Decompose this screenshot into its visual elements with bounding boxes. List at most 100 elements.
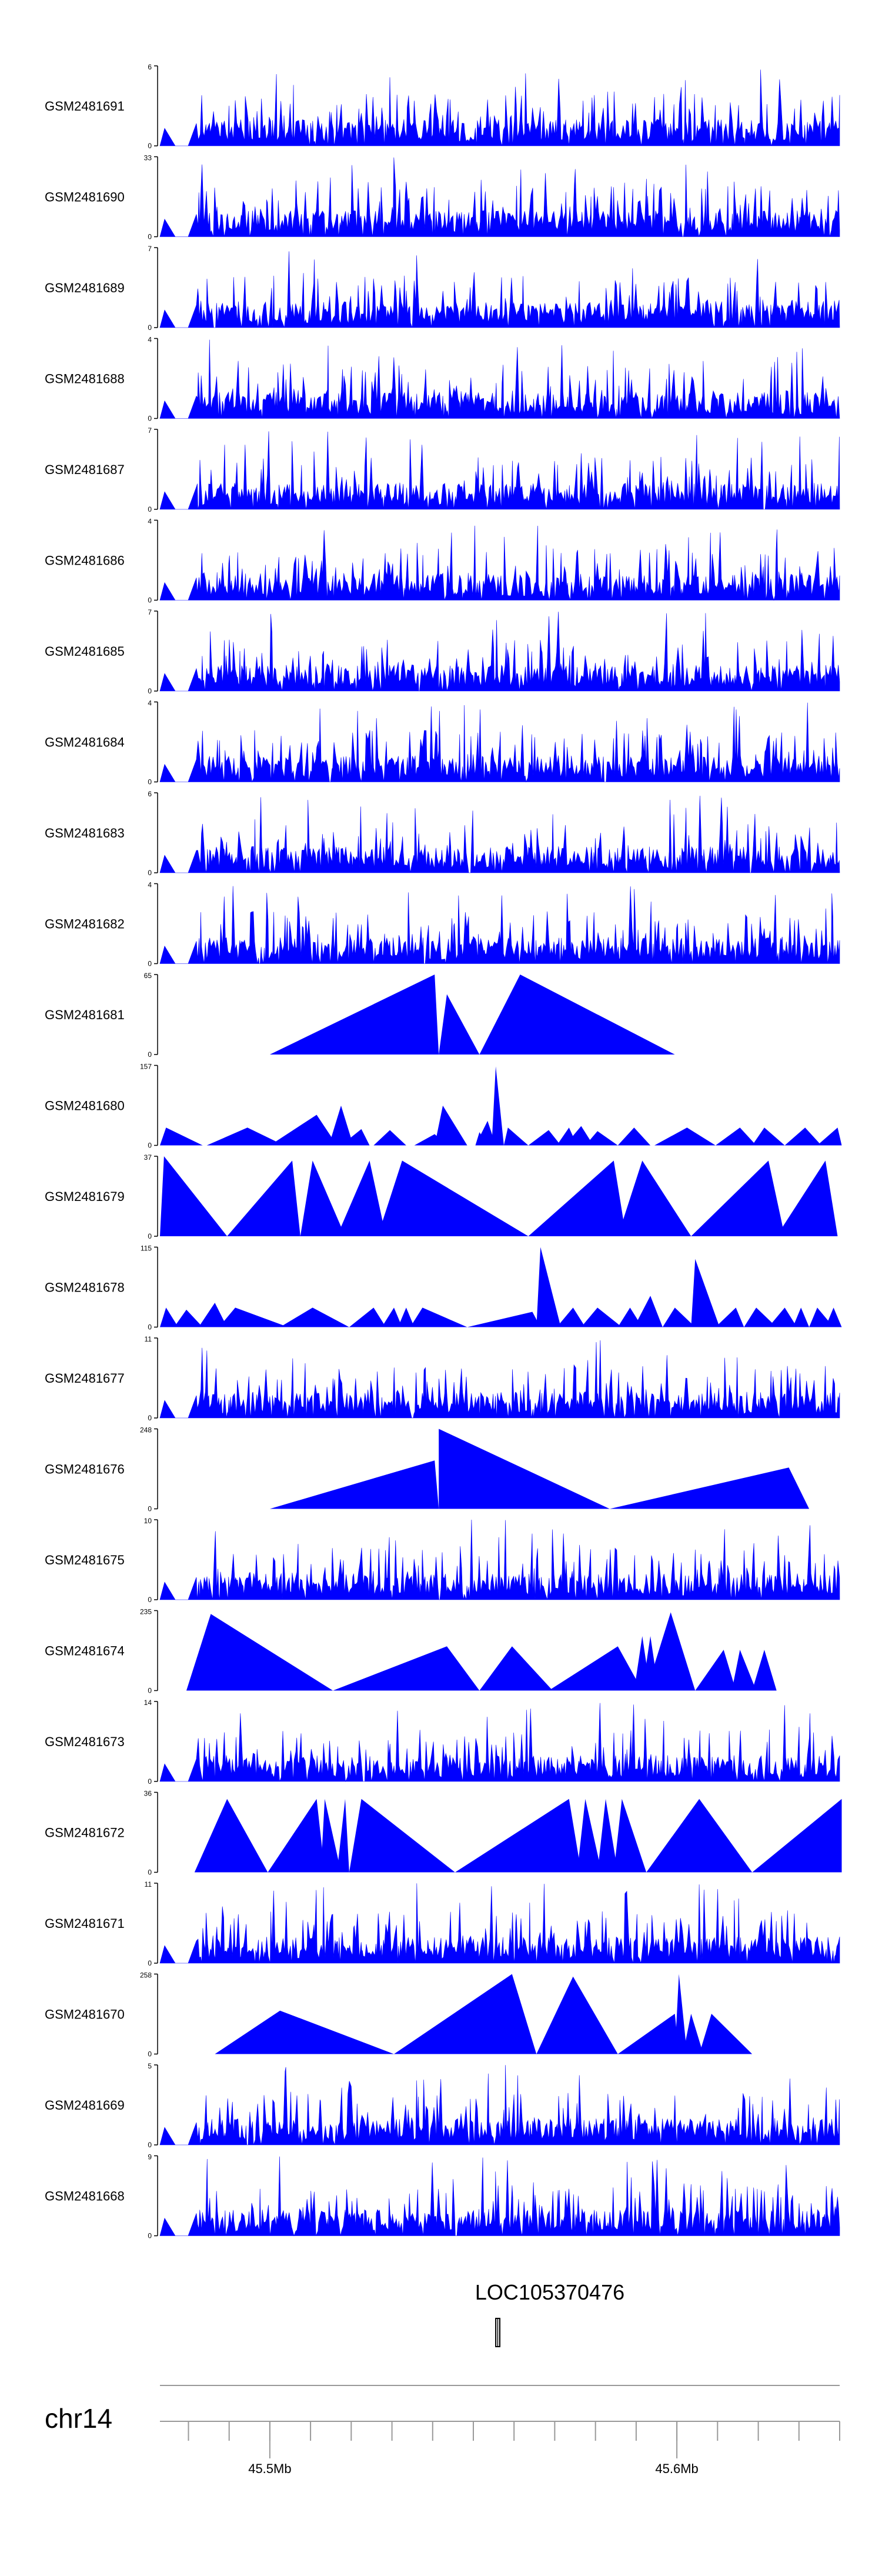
coverage-peak — [817, 1127, 842, 1146]
track-label: GSM2481681 — [45, 1007, 125, 1022]
coverage-peak — [219, 1307, 288, 1327]
axis-tick-label: 45.6Mb — [655, 2461, 698, 2476]
coverage-peak — [646, 1612, 696, 1691]
coverage-peak — [337, 1160, 386, 1236]
coverage-peak — [617, 2014, 679, 2054]
track-GSM2481682: GSM2481682 4 0 — [45, 881, 840, 968]
y-axis-max-label: 235 — [140, 1608, 152, 1616]
coverage-peak — [752, 1650, 777, 1691]
y-axis-min-label: 0 — [148, 869, 152, 877]
y-axis-max-label: 7 — [148, 608, 152, 616]
coverage-peak — [528, 1160, 626, 1236]
coverage-signal — [159, 612, 840, 692]
coverage-peak — [268, 1798, 325, 1873]
coverage-peak — [479, 975, 675, 1055]
y-axis-min-label: 0 — [148, 1687, 152, 1695]
coverage-peak — [341, 1129, 370, 1146]
coverage-peak — [503, 1127, 529, 1146]
coverage-peak — [581, 1307, 622, 1327]
coverage-peak — [683, 2014, 704, 2054]
coverage-peak — [809, 1307, 834, 1327]
y-axis-min-label: 0 — [148, 1596, 152, 1604]
coverage-peak — [564, 1126, 594, 1146]
track-label: GSM2481669 — [45, 2098, 125, 2113]
coverage-peak — [731, 1650, 757, 1691]
track-label: GSM2481684 — [45, 735, 125, 750]
coverage-peak — [194, 1798, 268, 1873]
y-axis-max-label: 4 — [148, 518, 152, 526]
track-label: GSM2481688 — [45, 372, 125, 386]
coverage-signal — [159, 339, 840, 419]
coverage-peak — [174, 1309, 203, 1327]
y-axis-min-label: 0 — [148, 233, 152, 241]
track-label: GSM2481690 — [45, 190, 125, 205]
coverage-peak — [699, 2014, 753, 2054]
track-GSM2481676: GSM2481676 248 0 — [45, 1426, 810, 1513]
track-GSM2481673: GSM2481673 14 0 — [45, 1699, 840, 1786]
coverage-peak — [467, 1312, 541, 1327]
coverage-peak — [768, 1307, 797, 1327]
y-axis-max-label: 4 — [148, 699, 152, 708]
coverage-signal — [159, 702, 840, 783]
coverage-peak — [160, 1156, 228, 1236]
y-axis-min-label: 0 — [148, 1323, 152, 1332]
y-axis-max-label: 10 — [144, 1517, 152, 1525]
track-GSM2481683: GSM2481683 6 0 — [45, 790, 840, 877]
coverage-peak — [455, 1798, 582, 1873]
y-axis-min-label: 0 — [148, 960, 152, 968]
track-GSM2481677: GSM2481677 11 0 — [45, 1335, 840, 1422]
coverage-peak — [613, 1798, 647, 1873]
y-axis-max-label: 37 — [144, 1153, 152, 1162]
track-label: GSM2481686 — [45, 553, 125, 568]
y-axis-max-label: 14 — [144, 1699, 152, 1707]
coverage-peak — [269, 1460, 439, 1509]
coverage-signal — [159, 1340, 840, 1419]
y-axis-max-label: 65 — [144, 972, 152, 980]
track-label: GSM2481677 — [45, 1371, 125, 1386]
coverage-peak — [654, 1127, 716, 1146]
coverage-peak — [475, 1120, 496, 1146]
track-label: GSM2481683 — [45, 826, 125, 840]
track-label: GSM2481685 — [45, 644, 125, 659]
coverage-signal — [159, 1703, 840, 1783]
coverage-peak — [206, 1127, 285, 1146]
y-axis-min-label: 0 — [148, 596, 152, 605]
coverage-signal — [159, 69, 840, 146]
track-GSM2481680: GSM2481680 157 0 — [45, 1063, 842, 1150]
coverage-peak — [784, 1127, 821, 1146]
coverage-signal — [159, 251, 840, 328]
track-GSM2481689: GSM2481689 7 0 — [45, 245, 840, 332]
coverage-signal — [159, 2156, 840, 2237]
track-GSM2481679: GSM2481679 37 0 — [45, 1153, 838, 1240]
coverage-peak — [536, 1976, 618, 2054]
y-axis-min-label: 0 — [148, 1232, 152, 1240]
y-axis-min-label: 0 — [148, 1414, 152, 1422]
coverage-peak — [377, 1160, 529, 1236]
track-GSM2481681: GSM2481681 65 0 — [45, 972, 675, 1059]
y-axis-min-label: 0 — [148, 687, 152, 695]
track-label: GSM2481671 — [45, 1916, 125, 1931]
y-axis-min-label: 0 — [148, 2050, 152, 2058]
coverage-peak — [662, 1307, 696, 1327]
coverage-peak — [752, 1798, 842, 1873]
track-GSM2481672: GSM2481672 36 0 — [45, 1790, 842, 1877]
y-axis-min-label: 0 — [148, 1959, 152, 1967]
coverage-peak — [160, 1127, 203, 1146]
track-label: GSM2481673 — [45, 1734, 125, 1749]
track-GSM2481668: GSM2481668 9 0 — [45, 2153, 840, 2240]
coverage-peak — [227, 1160, 300, 1236]
track-label: GSM2481678 — [45, 1280, 125, 1295]
track-label: GSM2481682 — [45, 917, 125, 932]
coverage-peak — [397, 1307, 415, 1327]
y-axis-max-label: 11 — [145, 1880, 152, 1888]
coverage-peak — [439, 1429, 610, 1509]
coverage-peak — [793, 1307, 810, 1327]
coverage-peak — [744, 1307, 777, 1327]
coverage-peak — [373, 1130, 406, 1146]
y-axis-min-label: 0 — [148, 1868, 152, 1877]
y-axis-min-label: 0 — [148, 2232, 152, 2240]
y-axis-max-label: 115 — [141, 1244, 152, 1253]
coverage-peak — [617, 1160, 691, 1236]
y-axis-min-label: 0 — [148, 1050, 152, 1059]
